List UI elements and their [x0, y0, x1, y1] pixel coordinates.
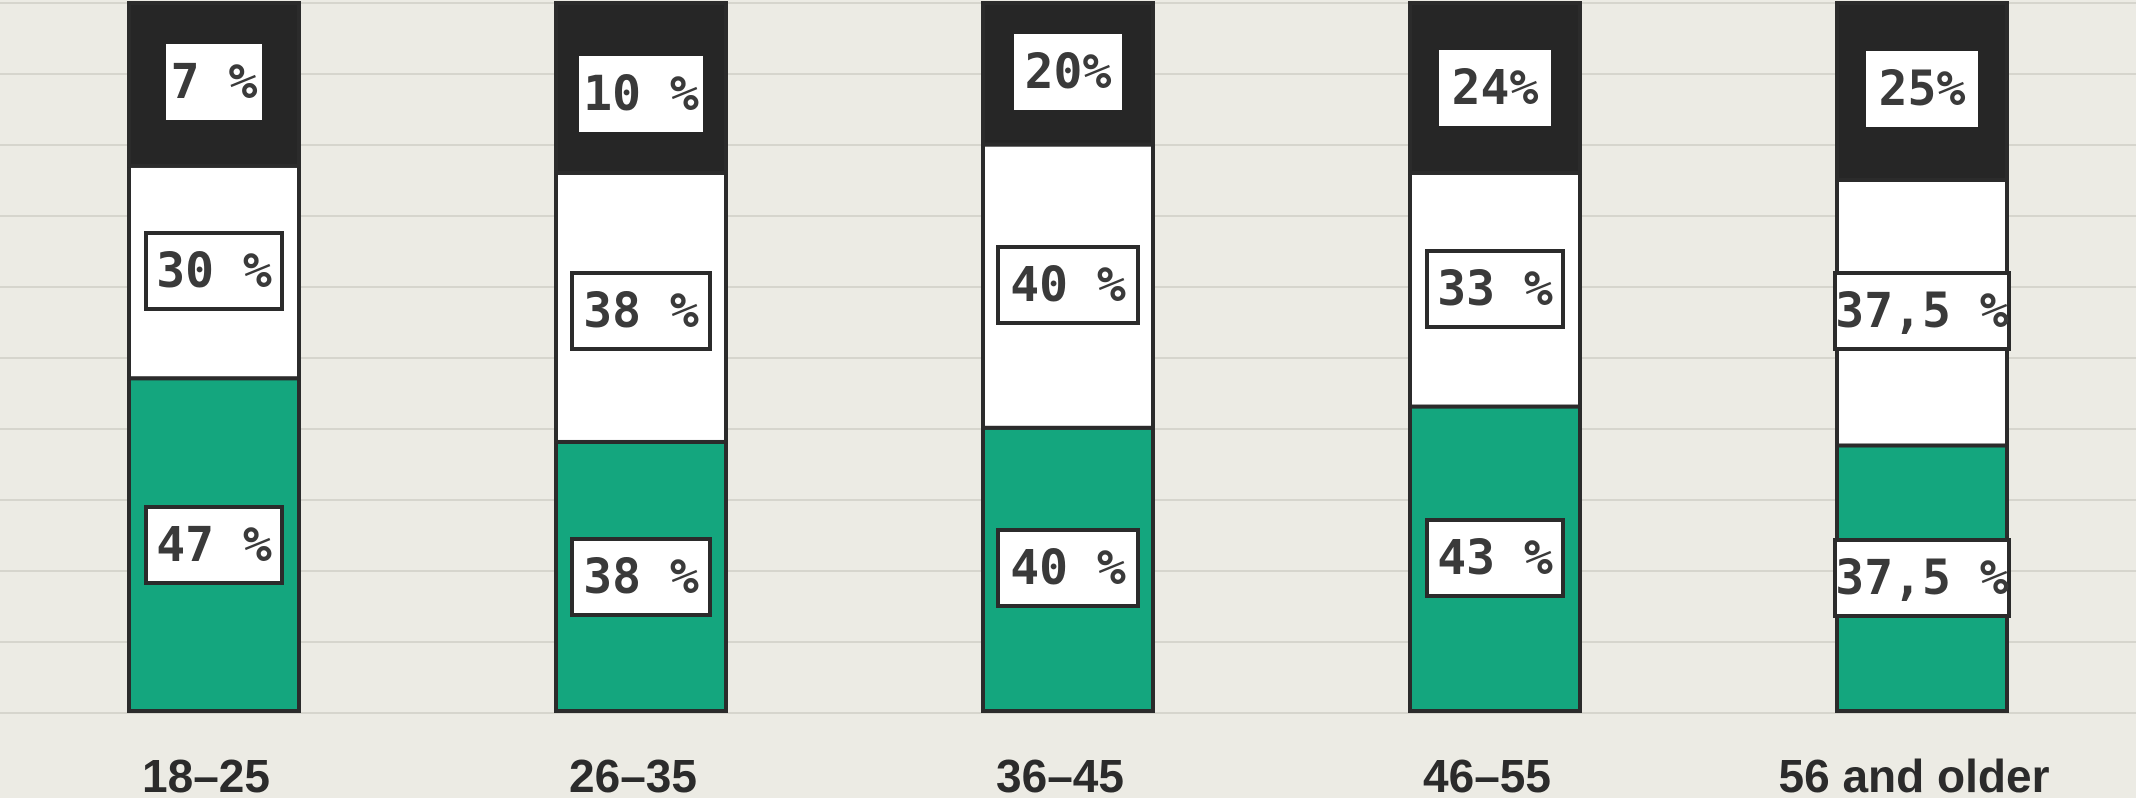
data-label-text: 7 %	[171, 54, 258, 110]
category-label: 56 and older	[1779, 750, 2050, 798]
category-label: 18–25	[142, 750, 270, 798]
data-label-text: 10 %	[583, 66, 699, 122]
data-label: 25%	[1866, 51, 1978, 127]
category-label: 46–55	[1423, 750, 1551, 798]
data-label: 7 %	[166, 44, 262, 120]
data-label-text: 38 %	[583, 283, 699, 339]
data-label: 37,5 %	[1835, 540, 2009, 616]
data-label: 43 %	[1427, 520, 1563, 596]
data-label: 37,5 %	[1835, 273, 2009, 349]
data-label-text: 24%	[1452, 60, 1539, 116]
data-label: 24%	[1439, 50, 1551, 126]
data-label-text: 20%	[1025, 44, 1112, 100]
data-label-text: 40 %	[1010, 257, 1126, 313]
data-label: 40 %	[998, 247, 1138, 323]
data-label: 33 %	[1427, 251, 1563, 327]
data-label: 38 %	[572, 539, 710, 615]
data-label-text: 40 %	[1010, 540, 1126, 596]
category-label: 26–35	[569, 750, 697, 798]
data-label-text: 37,5 %	[1835, 550, 2008, 606]
data-label-text: 47 %	[156, 517, 272, 573]
data-label-text: 43 %	[1437, 530, 1553, 586]
data-label-text: 33 %	[1437, 261, 1553, 317]
data-label-text: 38 %	[583, 549, 699, 605]
data-label-text: 25%	[1879, 61, 1966, 117]
data-label: 38 %	[572, 273, 710, 349]
data-label: 47 %	[146, 507, 282, 583]
data-label-text: 37,5 %	[1835, 283, 2008, 339]
data-label: 10 %	[579, 56, 703, 132]
data-label: 30 %	[146, 233, 282, 309]
data-label-text: 30 %	[156, 243, 272, 299]
category-label: 36–45	[996, 750, 1124, 798]
data-label: 40 %	[998, 530, 1138, 606]
data-label: 20%	[1014, 34, 1122, 110]
